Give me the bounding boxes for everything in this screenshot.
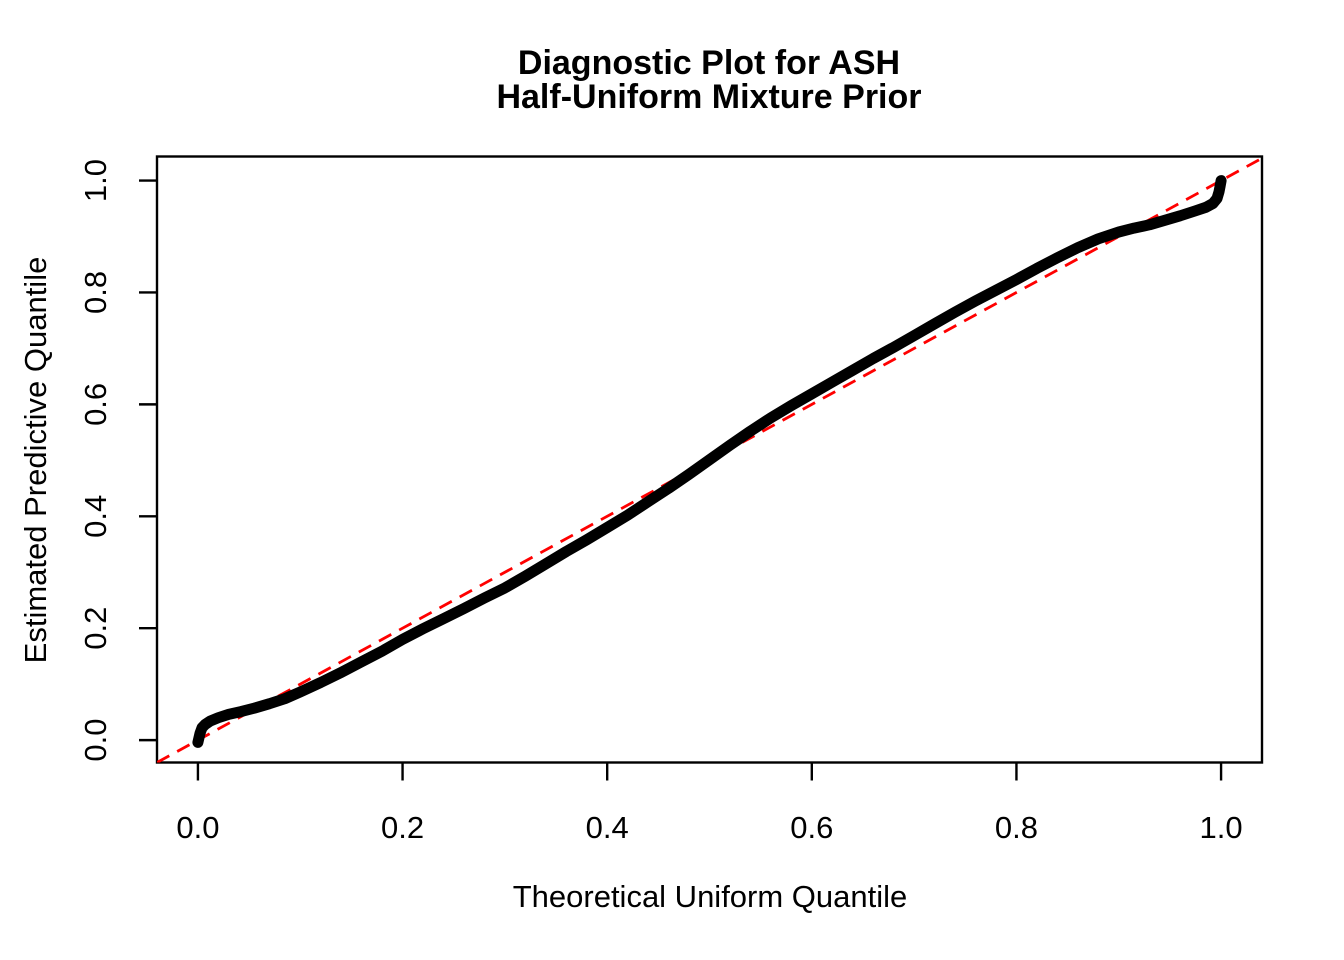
y-axis-label: Estimated Predictive Quantile <box>18 257 53 664</box>
x-tick-label: 0.8 <box>995 810 1038 845</box>
x-axis-label: Theoretical Uniform Quantile <box>513 879 908 914</box>
x-tick-label: 0.4 <box>586 810 629 845</box>
x-tick-label: 1.0 <box>1200 810 1243 845</box>
qq-curve <box>192 175 1227 748</box>
x-axis-ticks: 0.0 0.2 0.4 0.6 0.8 1.0 <box>176 762 1243 845</box>
chart-title-line-2: Half-Uniform Mixture Prior <box>496 78 921 116</box>
y-tick-label: 0.2 <box>78 607 113 650</box>
chart-title-line-1: Diagnostic Plot for ASH <box>518 44 900 82</box>
x-tick-label: 0.2 <box>381 810 424 845</box>
y-axis-ticks: 0.0 0.2 0.4 0.6 0.8 1.0 <box>78 159 157 762</box>
y-tick-label: 0.8 <box>78 271 113 314</box>
x-tick-label: 0.0 <box>176 810 219 845</box>
y-tick-label: 0.4 <box>78 495 113 538</box>
y-tick-label: 0.6 <box>78 383 113 426</box>
x-tick-label: 0.6 <box>790 810 833 845</box>
y-tick-label: 0.0 <box>78 719 113 762</box>
y-tick-label: 1.0 <box>78 159 113 202</box>
plot-box <box>155 155 1264 764</box>
